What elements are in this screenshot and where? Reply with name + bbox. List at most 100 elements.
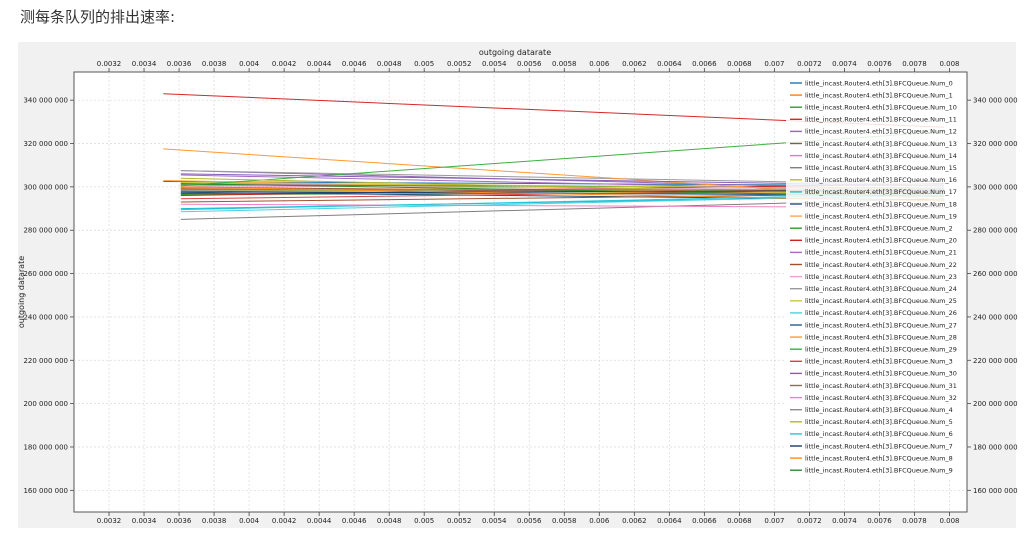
legend-label: little_incast.Router4.eth[3].BFCQueue.Nu… [805, 358, 953, 366]
x-tick-label-bottom: 0.0034 [132, 517, 157, 525]
y-tick-label-right: 320 000 000 [973, 140, 1018, 148]
legend-label: little_incast.Router4.eth[3].BFCQueue.Nu… [805, 321, 957, 329]
x-tick-label-bottom: 0.0054 [482, 517, 507, 525]
y-tick-label-right: 240 000 000 [973, 313, 1018, 321]
x-tick-label-top: 0.0076 [867, 60, 892, 68]
y-tick-label-right: 280 000 000 [973, 227, 1018, 235]
legend-label: little_incast.Router4.eth[3].BFCQueue.Nu… [805, 309, 957, 317]
legend-label: little_incast.Router4.eth[3].BFCQueue.Nu… [805, 79, 953, 87]
x-tick-label-bottom: 0.008 [939, 517, 959, 525]
x-tick-label-bottom: 0.0058 [552, 517, 577, 525]
legend-label: little_incast.Router4.eth[3].BFCQueue.Nu… [805, 333, 957, 341]
y-tick-label-left: 260 000 000 [23, 270, 68, 278]
legend-label: little_incast.Router4.eth[3].BFCQueue.Nu… [805, 346, 957, 354]
x-tick-label-top: 0.005 [414, 60, 434, 68]
legend-label: little_incast.Router4.eth[3].BFCQueue.Nu… [805, 430, 953, 438]
x-tick-label-top: 0.0052 [447, 60, 472, 68]
x-tick-label-top: 0.008 [939, 60, 959, 68]
legend-label: little_incast.Router4.eth[3].BFCQueue.Nu… [805, 237, 957, 245]
x-tick-label-bottom: 0.0076 [867, 517, 892, 525]
x-tick-label-top: 0.0036 [167, 60, 192, 68]
y-tick-label-right: 300 000 000 [973, 183, 1018, 191]
legend-label: little_incast.Router4.eth[3].BFCQueue.Nu… [805, 382, 957, 390]
x-tick-label-top: 0.007 [764, 60, 784, 68]
x-tick-label-bottom: 0.005 [414, 517, 434, 525]
legend-label: little_incast.Router4.eth[3].BFCQueue.Nu… [805, 128, 957, 136]
x-tick-label-top: 0.0048 [377, 60, 402, 68]
legend-label: little_incast.Router4.eth[3].BFCQueue.Nu… [805, 188, 957, 196]
x-tick-label-top: 0.0062 [622, 60, 647, 68]
legend-label: little_incast.Router4.eth[3].BFCQueue.Nu… [805, 249, 957, 257]
x-tick-label-top: 0.0064 [657, 60, 682, 68]
x-tick-label-bottom: 0.0036 [167, 517, 192, 525]
y-tick-label-left: 160 000 000 [23, 487, 68, 495]
legend-label: little_incast.Router4.eth[3].BFCQueue.Nu… [805, 164, 957, 172]
x-tick-label-bottom: 0.0068 [727, 517, 752, 525]
x-tick-label-top: 0.0074 [832, 60, 857, 68]
y-tick-label-left: 340 000 000 [23, 97, 68, 105]
y-tick-label-left: 280 000 000 [23, 227, 68, 235]
legend-label: little_incast.Router4.eth[3].BFCQueue.Nu… [805, 297, 957, 305]
x-tick-label-top: 0.0068 [727, 60, 752, 68]
y-axis-title: outgoing datarate [17, 256, 26, 328]
x-tick-label-bottom: 0.0038 [202, 517, 227, 525]
x-tick-label-top: 0.0072 [797, 60, 822, 68]
x-tick-label-top: 0.0046 [342, 60, 367, 68]
y-tick-label-right: 220 000 000 [973, 357, 1018, 365]
legend-label: little_incast.Router4.eth[3].BFCQueue.Nu… [805, 406, 953, 414]
legend-label: little_incast.Router4.eth[3].BFCQueue.Nu… [805, 467, 953, 475]
legend-label: little_incast.Router4.eth[3].BFCQueue.Nu… [805, 454, 953, 462]
legend-label: little_incast.Router4.eth[3].BFCQueue.Nu… [805, 200, 957, 208]
x-tick-label-top: 0.0056 [517, 60, 542, 68]
x-axis-title: outgoing datarate [479, 48, 551, 57]
x-tick-label-bottom: 0.0064 [657, 517, 682, 525]
x-tick-label-top: 0.0054 [482, 60, 507, 68]
x-tick-label-bottom: 0.0066 [692, 517, 717, 525]
legend: little_incast.Router4.eth[3].BFCQueue.Nu… [786, 76, 964, 479]
x-tick-label-top: 0.004 [239, 60, 260, 68]
x-tick-label-top: 0.0034 [132, 60, 157, 68]
legend-label: little_incast.Router4.eth[3].BFCQueue.Nu… [805, 285, 957, 293]
legend-label: little_incast.Router4.eth[3].BFCQueue.Nu… [805, 261, 957, 269]
legend-label: little_incast.Router4.eth[3].BFCQueue.Nu… [805, 116, 957, 124]
x-tick-label-top: 0.006 [589, 60, 610, 68]
x-tick-label-top: 0.0066 [692, 60, 717, 68]
legend-label: little_incast.Router4.eth[3].BFCQueue.Nu… [805, 152, 957, 160]
x-tick-label-top: 0.0058 [552, 60, 577, 68]
legend-label: little_incast.Router4.eth[3].BFCQueue.Nu… [805, 370, 957, 378]
y-tick-label-left: 240 000 000 [23, 313, 68, 321]
page-heading: 测每条队列的排出速率: [20, 8, 176, 26]
x-tick-label-bottom: 0.0072 [797, 517, 822, 525]
legend-label: little_incast.Router4.eth[3].BFCQueue.Nu… [805, 394, 957, 402]
legend-label: little_incast.Router4.eth[3].BFCQueue.Nu… [805, 140, 957, 148]
x-tick-label-top: 0.0042 [272, 60, 297, 68]
y-tick-label-left: 320 000 000 [23, 140, 68, 148]
y-tick-label-left: 180 000 000 [23, 443, 68, 451]
x-tick-label-bottom: 0.0042 [272, 517, 297, 525]
legend-box [786, 76, 964, 479]
x-tick-label-bottom: 0.006 [589, 517, 610, 525]
y-tick-label-left: 220 000 000 [23, 357, 68, 365]
x-tick-label-top: 0.0038 [202, 60, 227, 68]
legend-label: little_incast.Router4.eth[3].BFCQueue.Nu… [805, 91, 953, 99]
legend-label: little_incast.Router4.eth[3].BFCQueue.Nu… [805, 442, 953, 450]
legend-label: little_incast.Router4.eth[3].BFCQueue.Nu… [805, 104, 957, 112]
x-tick-label-top: 0.0044 [307, 60, 332, 68]
x-tick-label-bottom: 0.0046 [342, 517, 367, 525]
y-tick-label-right: 200 000 000 [973, 400, 1018, 408]
x-tick-label-bottom: 0.0078 [902, 517, 927, 525]
y-tick-label-right: 260 000 000 [973, 270, 1018, 278]
y-tick-label-right: 180 000 000 [973, 443, 1018, 451]
x-tick-label-top: 0.0032 [97, 60, 122, 68]
x-tick-label-bottom: 0.0062 [622, 517, 647, 525]
x-tick-label-bottom: 0.0074 [832, 517, 857, 525]
x-tick-label-bottom: 0.004 [239, 517, 260, 525]
y-tick-label-left: 200 000 000 [23, 400, 68, 408]
y-tick-label-right: 160 000 000 [973, 487, 1018, 495]
x-tick-label-bottom: 0.0052 [447, 517, 472, 525]
legend-label: little_incast.Router4.eth[3].BFCQueue.Nu… [805, 225, 953, 233]
x-tick-label-top: 0.0078 [902, 60, 927, 68]
legend-label: little_incast.Router4.eth[3].BFCQueue.Nu… [805, 176, 957, 184]
axis-ticks: 0.0032 0.0032 0.0034 0.0034 0.0036 0.0036 0.00… [23, 60, 1017, 525]
